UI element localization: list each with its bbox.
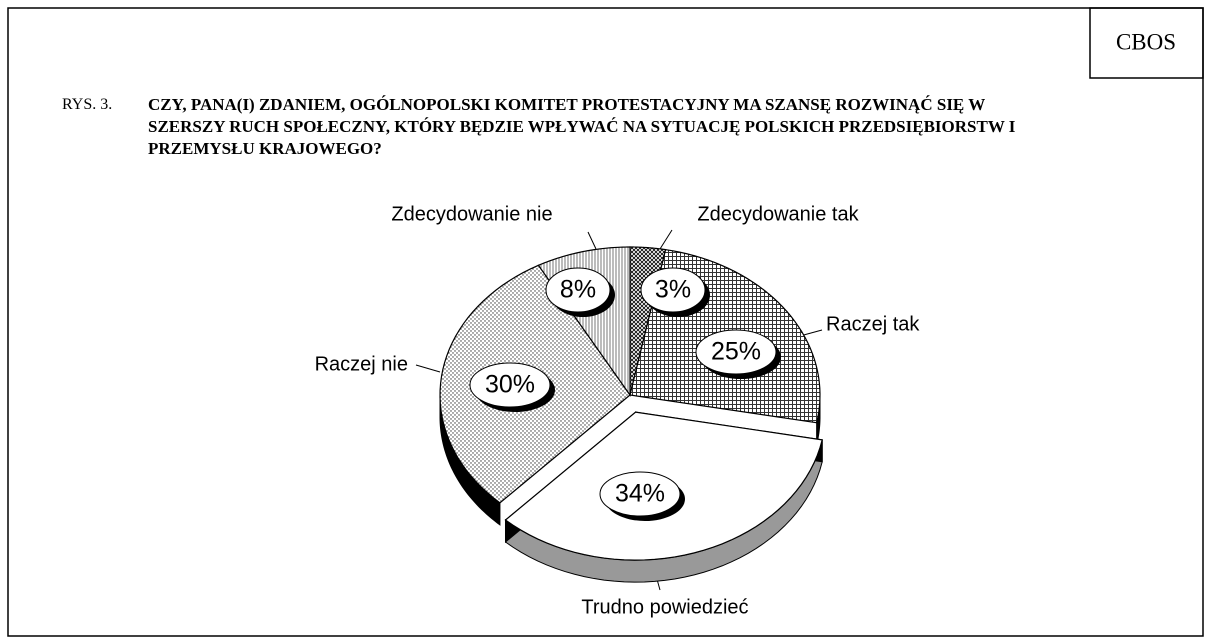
label-bubble	[695, 329, 777, 375]
category-label: Zdecydowanie nie	[391, 203, 552, 225]
frame-border	[7, 7, 1204, 637]
chart-title: CZY, PANA(I) ZDANIEM, OGÓLNOPOLSKI KOMIT…	[148, 95, 1016, 158]
data-label: 25%	[711, 338, 761, 366]
leader-line	[587, 231, 597, 250]
leader-line	[415, 364, 441, 373]
pie	[439, 246, 823, 583]
label-bubble	[640, 267, 706, 313]
data-label: 8%	[560, 276, 596, 304]
label-bubble	[599, 471, 681, 517]
data-label: 34%	[615, 480, 665, 508]
category-label: Trudno powiedzieć	[581, 596, 748, 618]
category-label: Raczej tak	[826, 313, 920, 335]
data-label: 30%	[485, 371, 535, 399]
category-label: Raczej nie	[315, 353, 408, 375]
label-bubble	[469, 362, 551, 408]
figure-label: RYS. 3.	[62, 96, 113, 113]
data-label: 3%	[655, 276, 691, 304]
source: CBOS	[1116, 29, 1176, 54]
category-label: Zdecydowanie tak	[697, 203, 859, 225]
source-box	[1089, 7, 1204, 79]
label-bubble	[545, 267, 611, 313]
leader-line	[659, 229, 673, 250]
